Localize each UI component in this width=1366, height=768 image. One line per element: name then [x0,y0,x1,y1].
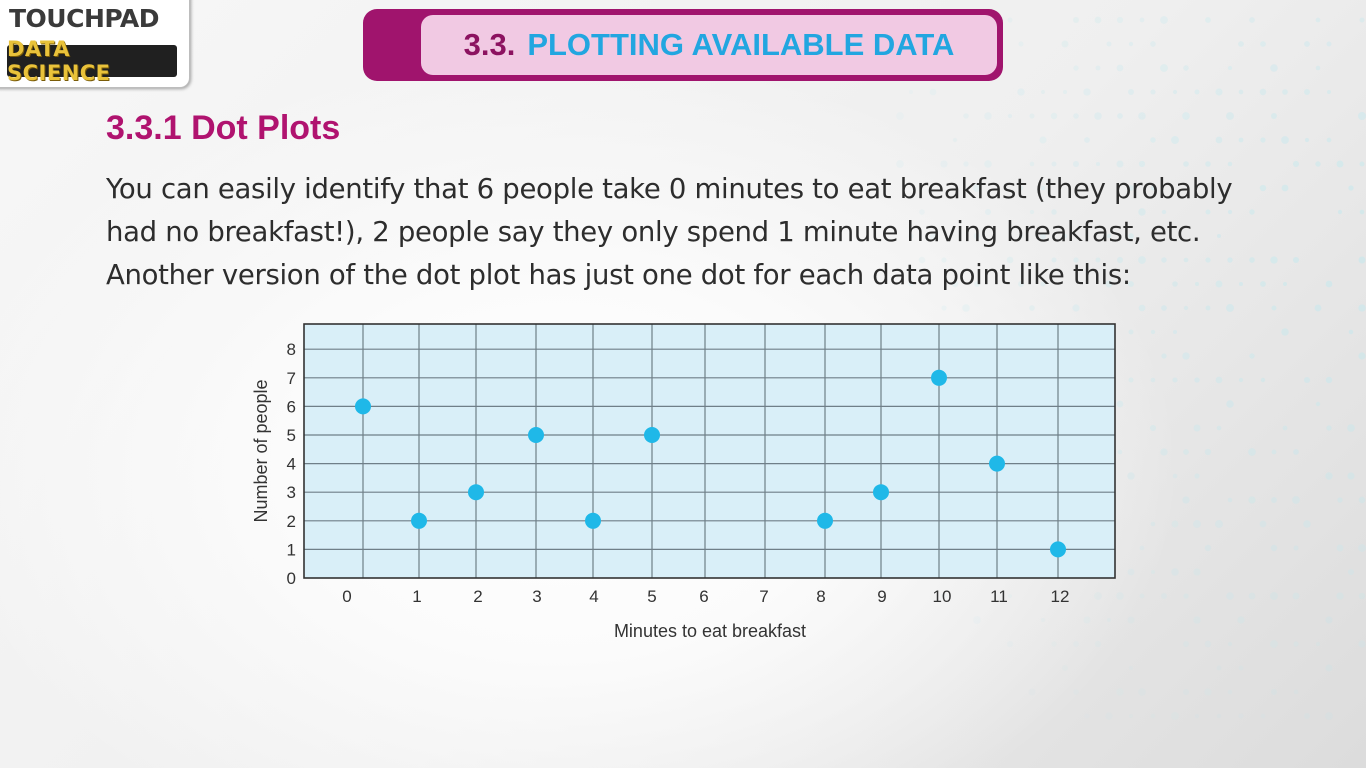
x-tick-label: 11 [990,587,1008,606]
y-tick-label: 4 [287,455,296,474]
y-tick-label: 8 [287,340,296,359]
section-number: 3.3. [463,27,516,62]
data-point [817,512,833,529]
x-tick-label: 1 [412,587,421,606]
y-tick-label: 1 [287,540,296,559]
plot-area [304,324,1115,578]
data-points [355,369,1066,558]
grid-lines [304,324,1115,578]
data-point [411,512,427,529]
section-banner-label: 3.3. PLOTTING AVAILABLE DATA [421,15,997,75]
section-heading: PLOTTING AVAILABLE DATA [527,27,955,62]
y-tick-label: 2 [287,512,296,531]
y-tick-label: 0 [287,569,296,588]
y-tick-label: 5 [287,426,296,445]
body-line: Another version of the dot plot has just… [106,259,1131,291]
x-tick-label: 7 [759,587,768,606]
logo-data-science-text: DATA SCIENCE [7,37,111,85]
data-point [1050,541,1066,558]
y-axis-title: Number of people [251,379,271,522]
data-point [873,484,889,501]
x-tick-labels: 0 1 2 3 4 5 6 7 8 9 10 11 12 [342,587,1069,606]
y-tick-label: 6 [287,397,296,416]
data-point [468,484,484,501]
x-tick-label: 8 [816,587,825,606]
data-point [528,427,544,443]
x-tick-label: 0 [342,587,351,606]
x-tick-label: 12 [1051,587,1070,606]
data-point [355,398,371,415]
logo-touchpad-text: TOUCHPAD [9,4,160,33]
data-point [931,369,947,386]
y-tick-label: 7 [287,369,296,388]
data-point [644,427,660,443]
x-tick-label: 6 [699,587,708,606]
y-tick-label: 3 [287,483,296,502]
x-tick-label: 9 [877,587,886,606]
x-tick-label: 4 [589,587,598,606]
y-tick-labels: 0 1 2 3 4 5 6 7 8 [287,340,296,588]
plot-frame [303,323,1116,579]
x-tick-label: 5 [647,587,656,606]
section-banner: 3.3. PLOTTING AVAILABLE DATA [363,9,1003,81]
body-line: You can easily identify that 6 people ta… [106,173,1233,205]
body-paragraph: You can easily identify that 6 people ta… [106,168,1296,297]
touchpad-logo: TOUCHPAD DATA SCIENCE [0,0,190,88]
x-axis-title: Minutes to eat breakfast [614,621,806,641]
data-point [585,512,601,529]
x-tick-label: 2 [473,587,482,606]
x-tick-label: 10 [933,587,952,606]
subsection-title: 3.3.1 Dot Plots [106,109,341,147]
logo-data-science-badge: DATA SCIENCE [7,37,177,85]
x-tick-label: 3 [532,587,541,606]
data-point [989,455,1005,472]
body-line: had no breakfast!), 2 people say they on… [106,216,1201,248]
